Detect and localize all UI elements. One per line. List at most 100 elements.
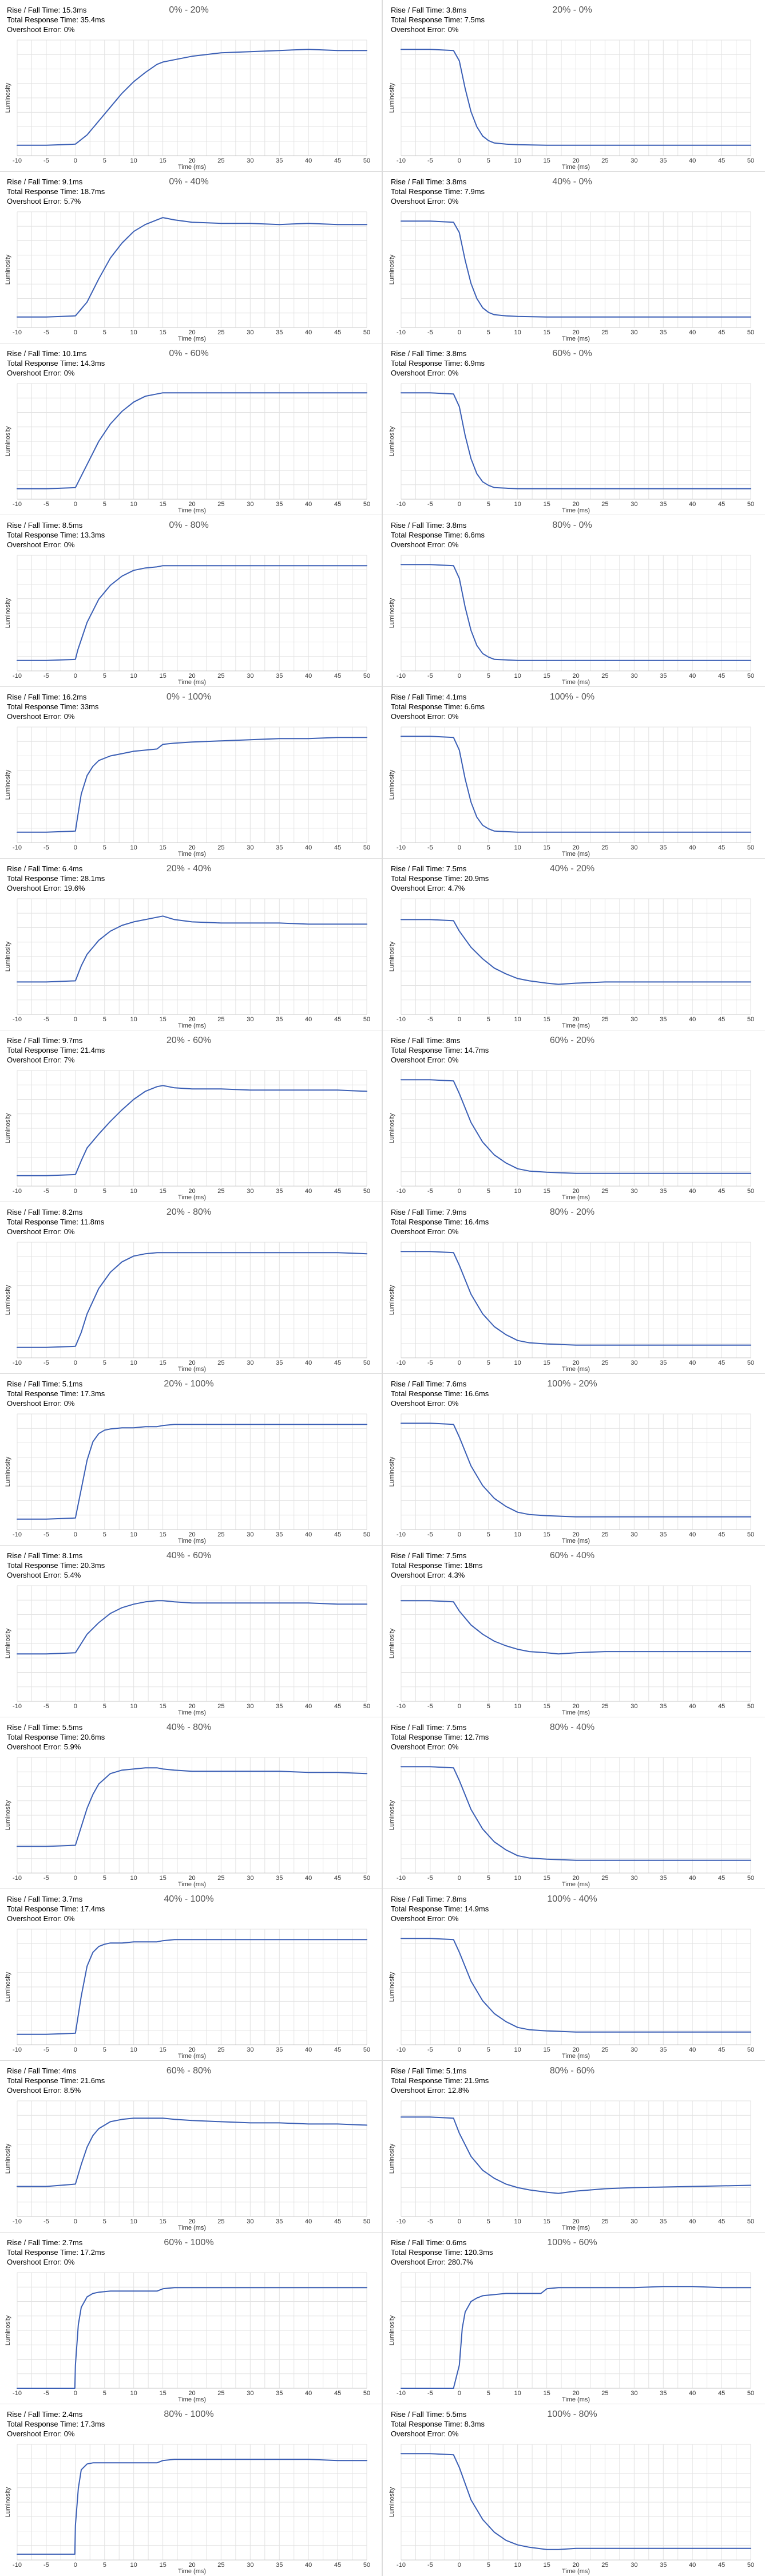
x-tick-label: 40 bbox=[689, 1531, 696, 1538]
x-tick-label: 50 bbox=[363, 1360, 370, 1366]
x-tick-label: 10 bbox=[130, 1016, 137, 1023]
x-tick-label: 50 bbox=[363, 329, 370, 336]
x-axis-label: Time (ms) bbox=[562, 2396, 590, 2403]
x-tick-label: 50 bbox=[747, 329, 754, 336]
x-tick-label: -5 bbox=[43, 501, 49, 508]
rise-fall-text: Rise / Fall Time: 3.8ms bbox=[391, 521, 467, 530]
x-tick-label: 20 bbox=[572, 673, 579, 679]
x-tick-label: 20 bbox=[188, 844, 195, 851]
chart-panel: Rise / Fall Time: 5.1ms Total Response Ti… bbox=[0, 1374, 381, 1545]
chart-svg: -10 -5 0 5 10 15 20 25 30 35 40 45 50 Time (ms) Lumino… bbox=[389, 555, 754, 686]
series-line bbox=[17, 737, 367, 833]
x-tick-label: 30 bbox=[631, 2046, 637, 2053]
x-tick-label: 35 bbox=[660, 1703, 667, 1710]
overshoot-text: Overshoot Error: 0% bbox=[7, 1227, 75, 1236]
x-tick-label: 10 bbox=[130, 1531, 137, 1538]
x-tick-label: 35 bbox=[660, 1875, 667, 1882]
chart-svg: -10 -5 0 5 10 15 20 25 30 35 40 45 50 Time (ms) Lumino… bbox=[389, 211, 754, 342]
overshoot-text: Overshoot Error: 0% bbox=[7, 712, 75, 721]
chart-panel: Rise / Fall Time: 7.5ms Total Response Ti… bbox=[384, 859, 765, 1030]
chart-panel: Rise / Fall Time: 7.5ms Total Response Ti… bbox=[384, 1717, 765, 1888]
stats-block: Rise / Fall Time: 2.7ms Total Response Ti… bbox=[7, 2238, 105, 2267]
y-axis-label: Luminosity bbox=[5, 2143, 11, 2174]
x-tick-label: 50 bbox=[363, 1531, 370, 1538]
x-tick-label: 40 bbox=[689, 673, 696, 679]
x-tick-label: 35 bbox=[276, 2218, 283, 2225]
x-tick-label: 45 bbox=[718, 1188, 725, 1195]
chart-title: 0% - 60% bbox=[169, 349, 209, 358]
chart-panel: Rise / Fall Time: 9.1ms Total Response Ti… bbox=[0, 172, 381, 343]
x-tick-label: 45 bbox=[334, 2390, 341, 2397]
x-axis-label: Time (ms) bbox=[178, 851, 206, 858]
x-tick-label: -10 bbox=[13, 501, 22, 508]
x-tick-label: 25 bbox=[601, 1360, 608, 1366]
overshoot-text: Overshoot Error: 0% bbox=[391, 1056, 459, 1064]
x-tick-label: 40 bbox=[305, 2046, 312, 2053]
x-tick-label: 40 bbox=[305, 501, 312, 508]
x-tick-label: 30 bbox=[247, 844, 253, 851]
x-tick-label: -5 bbox=[43, 2218, 49, 2225]
x-tick-label: -10 bbox=[13, 844, 22, 851]
row-divider bbox=[0, 686, 765, 687]
overshoot-text: Overshoot Error: 0% bbox=[391, 369, 459, 377]
x-tick-label: 50 bbox=[363, 2218, 370, 2225]
x-tick-label: 35 bbox=[660, 844, 667, 851]
x-tick-label: 45 bbox=[718, 1531, 725, 1538]
chart-panel: Rise / Fall Time: 15.3ms Total Response T… bbox=[0, 0, 381, 171]
x-tick-label: 50 bbox=[363, 1016, 370, 1023]
x-tick-label: 0 bbox=[74, 2562, 77, 2569]
x-tick-label: 5 bbox=[103, 844, 106, 851]
series-line bbox=[17, 2287, 367, 2389]
x-tick-label: 10 bbox=[130, 501, 137, 508]
total-response-text: Total Response Time: 20.6ms bbox=[7, 1733, 105, 1741]
chart-title: 100% - 80% bbox=[547, 2409, 597, 2419]
chart-panel: Rise / Fall Time: 8ms Total Response Time… bbox=[384, 1030, 765, 1202]
x-tick-label: 35 bbox=[660, 1188, 667, 1195]
chart-svg: -10 -5 0 5 10 15 20 25 30 35 40 45 50 Time (ms) Lumino… bbox=[389, 39, 754, 171]
x-tick-label: 30 bbox=[631, 844, 637, 851]
x-tick-label: -10 bbox=[397, 844, 406, 851]
x-tick-label: 10 bbox=[514, 2218, 521, 2225]
chart-title: 60% - 0% bbox=[552, 349, 592, 358]
x-tick-label: 30 bbox=[247, 2046, 253, 2053]
x-tick-label: 50 bbox=[747, 2390, 754, 2397]
x-axis-label: Time (ms) bbox=[178, 2053, 206, 2060]
overshoot-text: Overshoot Error: 0% bbox=[7, 1399, 75, 1408]
x-tick-label: 5 bbox=[103, 1703, 106, 1710]
overshoot-text: Overshoot Error: 0% bbox=[391, 197, 459, 206]
y-axis-label: Luminosity bbox=[5, 1113, 11, 1143]
x-tick-label: 45 bbox=[334, 1016, 341, 1023]
x-tick-label: -5 bbox=[427, 1703, 433, 1710]
row-divider bbox=[0, 1373, 765, 1374]
x-tick-label: 20 bbox=[188, 2046, 195, 2053]
x-axis-label: Time (ms) bbox=[178, 1538, 206, 1544]
y-axis-label: Luminosity bbox=[389, 82, 395, 113]
x-tick-label: 25 bbox=[601, 673, 608, 679]
x-tick-label: 15 bbox=[159, 673, 166, 679]
x-tick-label: 5 bbox=[103, 501, 106, 508]
x-tick-label: 50 bbox=[363, 157, 370, 164]
x-tick-label: 5 bbox=[487, 1016, 490, 1023]
x-tick-label: -5 bbox=[427, 2218, 433, 2225]
y-axis-label: Luminosity bbox=[5, 1285, 11, 1315]
series-line bbox=[17, 565, 367, 661]
x-tick-label: 15 bbox=[159, 1875, 166, 1882]
x-tick-label: 15 bbox=[543, 1188, 550, 1195]
x-axis-label: Time (ms) bbox=[562, 2053, 590, 2060]
x-tick-label: 40 bbox=[689, 1188, 696, 1195]
series-line bbox=[401, 220, 751, 318]
y-axis-label: Luminosity bbox=[5, 2315, 11, 2345]
x-tick-label: -5 bbox=[427, 501, 433, 508]
x-tick-label: 50 bbox=[363, 2046, 370, 2053]
chart-svg: -10 -5 0 5 10 15 20 25 30 35 40 45 50 Time (ms) Lumino… bbox=[389, 2100, 754, 2231]
stats-block: Rise / Fall Time: 5.1ms Total Response Ti… bbox=[7, 1379, 105, 1408]
x-tick-label: 45 bbox=[334, 1188, 341, 1195]
x-tick-label: -5 bbox=[427, 1188, 433, 1195]
x-axis-label: Time (ms) bbox=[562, 507, 590, 514]
x-tick-label: 50 bbox=[747, 1016, 754, 1023]
x-tick-label: -10 bbox=[397, 2218, 406, 2225]
x-tick-label: 35 bbox=[660, 2218, 667, 2225]
x-tick-label: -10 bbox=[13, 673, 22, 679]
x-axis-label: Time (ms) bbox=[562, 1881, 590, 1888]
x-axis-label: Time (ms) bbox=[562, 851, 590, 858]
